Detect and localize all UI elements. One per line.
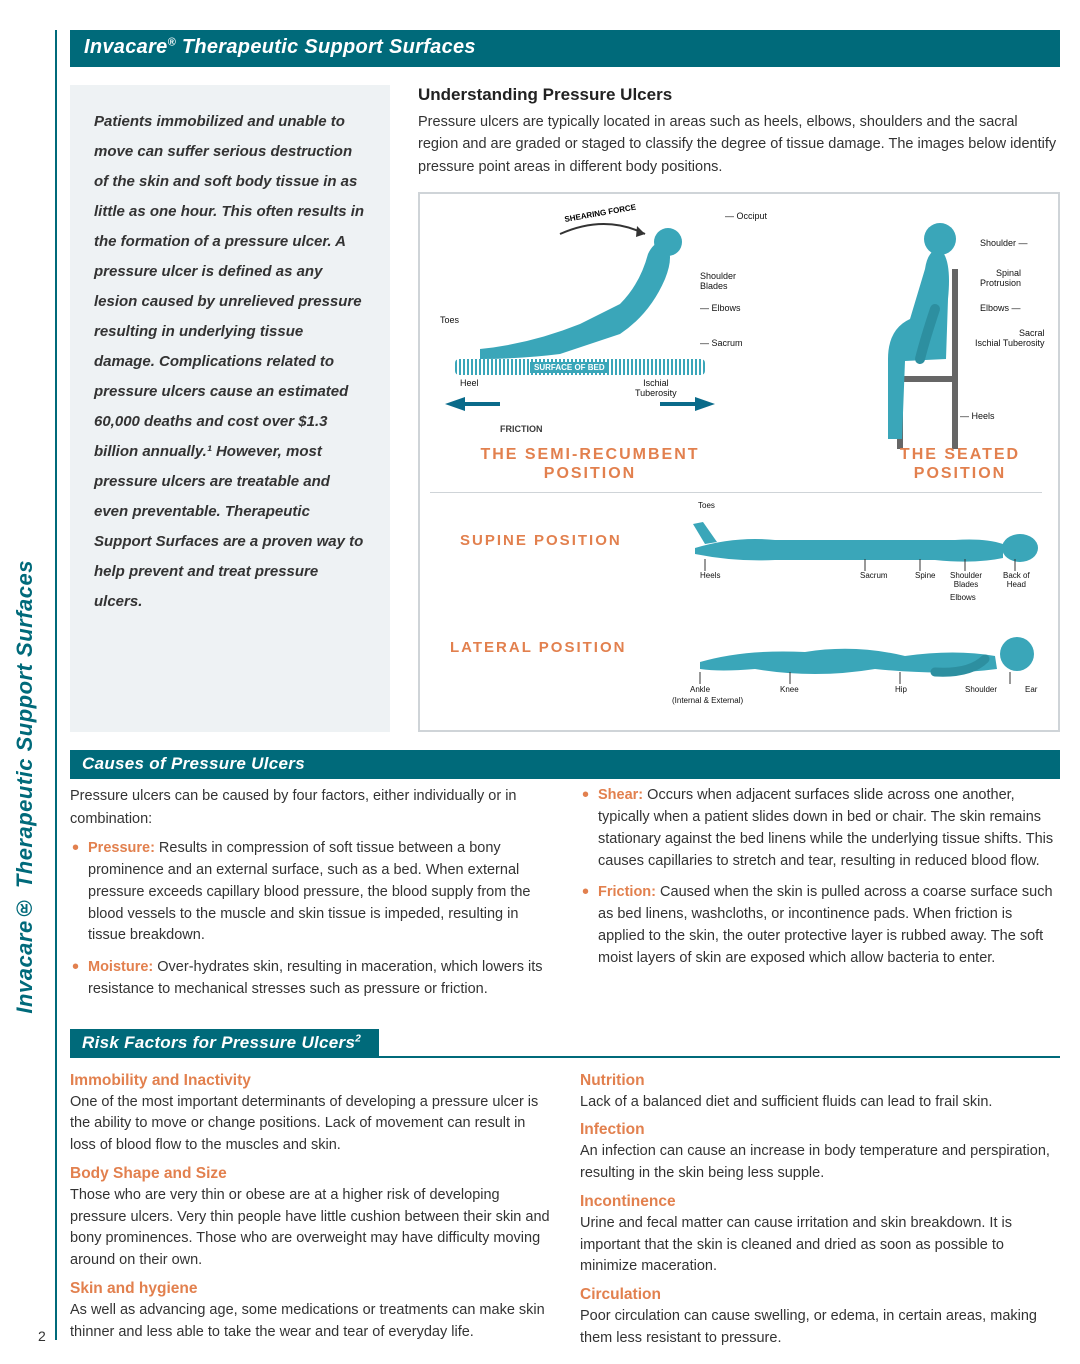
- causes-col-left: Pressure ulcers can be caused by four fa…: [70, 785, 550, 1010]
- risk-t-body: Those who are very thin or obese are at …: [70, 1185, 550, 1272]
- causes-heading: Causes of Pressure Ulcers: [82, 754, 305, 773]
- spinal-protrusion-label: SpinalProtrusion: [980, 269, 1021, 289]
- friction-label: FRICTION: [500, 424, 543, 434]
- toes-supine: Toes: [698, 502, 715, 511]
- page-content: Invacare® Therapeutic Support Surfaces P…: [70, 30, 1060, 1350]
- risk-columns: Immobility and Inactivity One of the mos…: [70, 1064, 1060, 1350]
- ear-lateral: Ear: [1025, 686, 1037, 695]
- causes-columns: Pressure ulcers can be caused by four fa…: [70, 785, 1060, 1010]
- seated-title: THE SEATEDPOSITION: [870, 446, 1050, 483]
- causes-list-left: Pressure: Results in compression of soft…: [70, 838, 550, 1000]
- risk-h-incontinence: Incontinence: [580, 1193, 1060, 1211]
- elbows-label-1: — Elbows: [700, 304, 741, 314]
- causes-intro: Pressure ulcers can be caused by four fa…: [70, 785, 550, 830]
- risk-t-skin: As well as advancing age, some medicatio…: [70, 1300, 550, 1344]
- shoulder-label-seated: Shoulder —: [980, 239, 1028, 249]
- heel-label: Heel: [460, 379, 479, 389]
- causes-item-pressure: Pressure: Results in compression of soft…: [70, 838, 550, 947]
- svg-text:SHEARING FORCE: SHEARING FORCE: [564, 204, 638, 224]
- sacral-ischial-label: SacralIschial Tuberosity: [975, 329, 1045, 349]
- risk-col-right: Nutrition Lack of a balanced diet and su…: [580, 1064, 1060, 1350]
- causes-list-right: Shear: Occurs when adjacent surfaces sli…: [580, 785, 1060, 969]
- risk-t-nutrition: Lack of a balanced diet and sufficient f…: [580, 1092, 1060, 1114]
- causes-col-right: Shear: Occurs when adjacent surfaces sli…: [580, 785, 1060, 1010]
- causes-heading-bar: Causes of Pressure Ulcers: [70, 750, 1060, 779]
- causes-item-shear: Shear: Occurs when adjacent surfaces sli…: [580, 785, 1060, 872]
- risk-h-body: Body Shape and Size: [70, 1165, 550, 1183]
- sidebar-callout: Patients immobilized and unable to move …: [70, 85, 390, 732]
- toes-label-1: Toes: [440, 316, 459, 326]
- risk-heading: Risk Factors for Pressure Ulcers2: [82, 1033, 361, 1052]
- risk-t-incontinence: Urine and fecal matter can cause irritat…: [580, 1213, 1060, 1278]
- page-title-bar: Invacare® Therapeutic Support Surfaces: [70, 30, 1060, 67]
- vertical-rule: [55, 30, 57, 1340]
- risk-h-infection: Infection: [580, 1121, 1060, 1139]
- pressure-points-diagram: SHEARING FORCE SURFACE OF BED Heel Toes …: [418, 192, 1060, 732]
- page-number: 2: [38, 1328, 46, 1344]
- semi-recumbent-title: THE SEMI-RECUMBENTPOSITION: [450, 446, 730, 483]
- risk-heading-bar: Risk Factors for Pressure Ulcers2: [70, 1029, 379, 1058]
- shoulder-lateral: Shoulder: [965, 686, 997, 695]
- hip-lateral: Hip: [895, 686, 907, 695]
- risk-h-skin: Skin and hygiene: [70, 1280, 550, 1298]
- occiput-label: — Occiput: [725, 212, 767, 222]
- ankle-lateral: Ankle: [690, 686, 710, 695]
- intro-row: Patients immobilized and unable to move …: [70, 85, 1060, 732]
- understanding-text: Pressure ulcers are typically located in…: [418, 111, 1060, 178]
- side-tab-label: Invacare® Therapeutic Support Surfaces: [12, 560, 38, 1014]
- elbows-supine: Elbows: [950, 594, 976, 603]
- understanding-heading: Understanding Pressure Ulcers: [418, 85, 1060, 105]
- risk-h-nutrition: Nutrition: [580, 1072, 1060, 1090]
- lateral-title: LATERAL POSITION: [450, 639, 626, 656]
- page-title: Invacare® Therapeutic Support Surfaces: [84, 36, 476, 58]
- risk-col-left: Immobility and Inactivity One of the mos…: [70, 1064, 550, 1350]
- sacrum-label-1: — Sacrum: [700, 339, 743, 349]
- elbows-label-seated: Elbows —: [980, 304, 1021, 314]
- supine-callout-lines: [675, 559, 1045, 579]
- knee-lateral: Knee: [780, 686, 799, 695]
- causes-item-friction: Friction: Caused when the skin is pulled…: [580, 882, 1060, 969]
- risk-h-circulation: Circulation: [580, 1286, 1060, 1304]
- risk-h-immobility: Immobility and Inactivity: [70, 1072, 550, 1090]
- surface-of-bed-label: SURFACE OF BED: [530, 362, 609, 373]
- risk-t-circulation: Poor circulation can cause swelling, or …: [580, 1306, 1060, 1350]
- right-column: Understanding Pressure Ulcers Pressure u…: [418, 85, 1060, 732]
- shoulder-blades-label-1: ShoulderBlades: [700, 272, 736, 292]
- diagram-divider: [430, 492, 1042, 493]
- friction-arrows-icon: [445, 389, 715, 424]
- risk-t-immobility: One of the most important determinants o…: [70, 1092, 550, 1157]
- ankle-internal-external: (Internal & External): [672, 697, 743, 706]
- risk-t-infection: An infection can cause an increase in bo…: [580, 1141, 1060, 1185]
- supine-title: SUPINE POSITION: [460, 532, 622, 549]
- causes-item-moisture: Moisture: Over-hydrates skin, resulting …: [70, 957, 550, 1001]
- heels-label-seated: — Heels: [960, 412, 995, 422]
